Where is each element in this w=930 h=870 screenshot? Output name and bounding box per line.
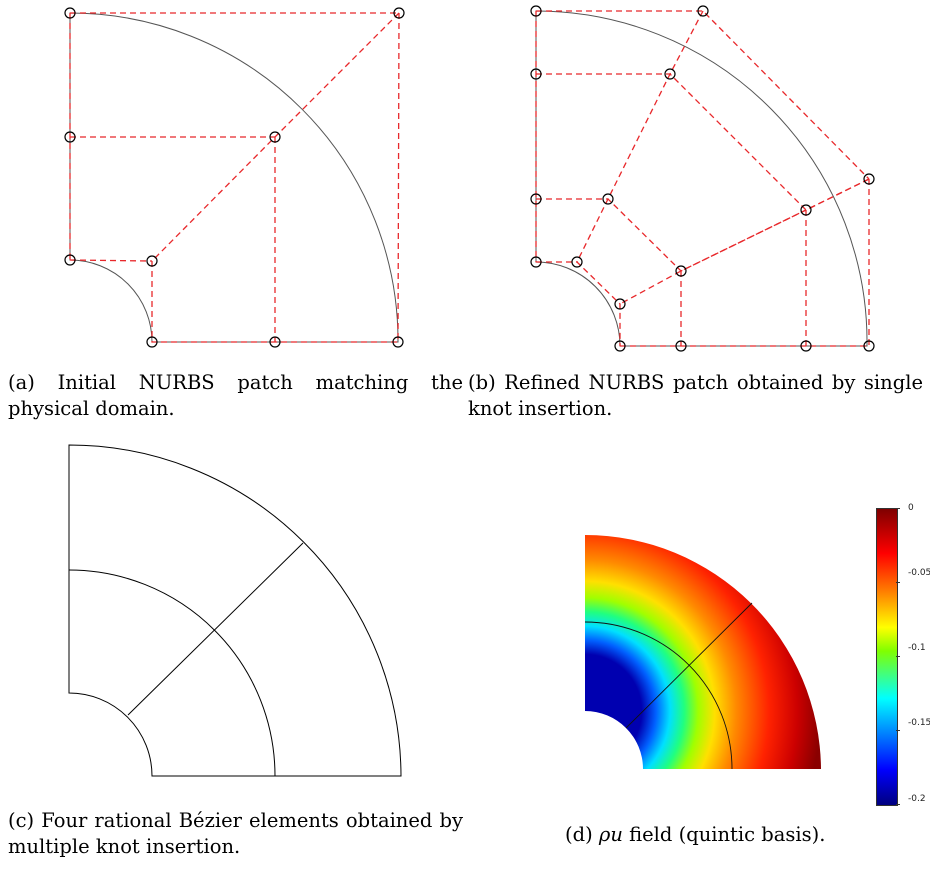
colorbar-tick-label: -0.1 — [908, 643, 926, 653]
caption-d-prefix: (d) — [565, 823, 599, 846]
element-edge-mid-radial — [127, 542, 304, 716]
colorbar-tickmark — [896, 508, 900, 509]
colorbar-tick-label: -0.05 — [908, 568, 930, 578]
caption-c: (c) Four rational Bézier elements obtain… — [8, 809, 463, 858]
figure-d-field-plot — [584, 535, 821, 770]
colorbar-tickmark — [896, 656, 900, 657]
colorbar-tick-label: -0.15 — [908, 718, 930, 728]
colorbar-tickmark — [896, 730, 900, 731]
colorbar-tickmark — [896, 582, 900, 583]
caption-b: (b) Refined NURBS patch obtained by sing… — [468, 371, 923, 420]
element-edge-mid-radial — [625, 602, 753, 729]
figure-b-refined-patch — [530, 5, 875, 352]
control-net — [69, 12, 400, 343]
colorbar-tick-label: -0.2 — [908, 794, 926, 804]
caption-a: (a) Initial NURBS patch matching the phy… — [8, 371, 463, 420]
caption-d-suffix: field (quintic basis). — [622, 823, 826, 846]
control-points — [530, 5, 875, 352]
domain-boundary — [535, 10, 868, 347]
colorbar-tickmark — [896, 804, 900, 805]
colorbar — [876, 508, 898, 806]
figure-a-initial-patch — [64, 7, 405, 348]
domain-boundary — [69, 12, 399, 343]
caption-d-symbol: ρu — [598, 823, 623, 846]
element-boundary — [68, 444, 402, 777]
figure-c-bezier-elements — [68, 444, 402, 777]
colorbar-tick-label: 0 — [908, 503, 914, 513]
caption-d: (d) ρu field (quintic basis). — [565, 822, 925, 848]
control-net — [535, 10, 870, 347]
